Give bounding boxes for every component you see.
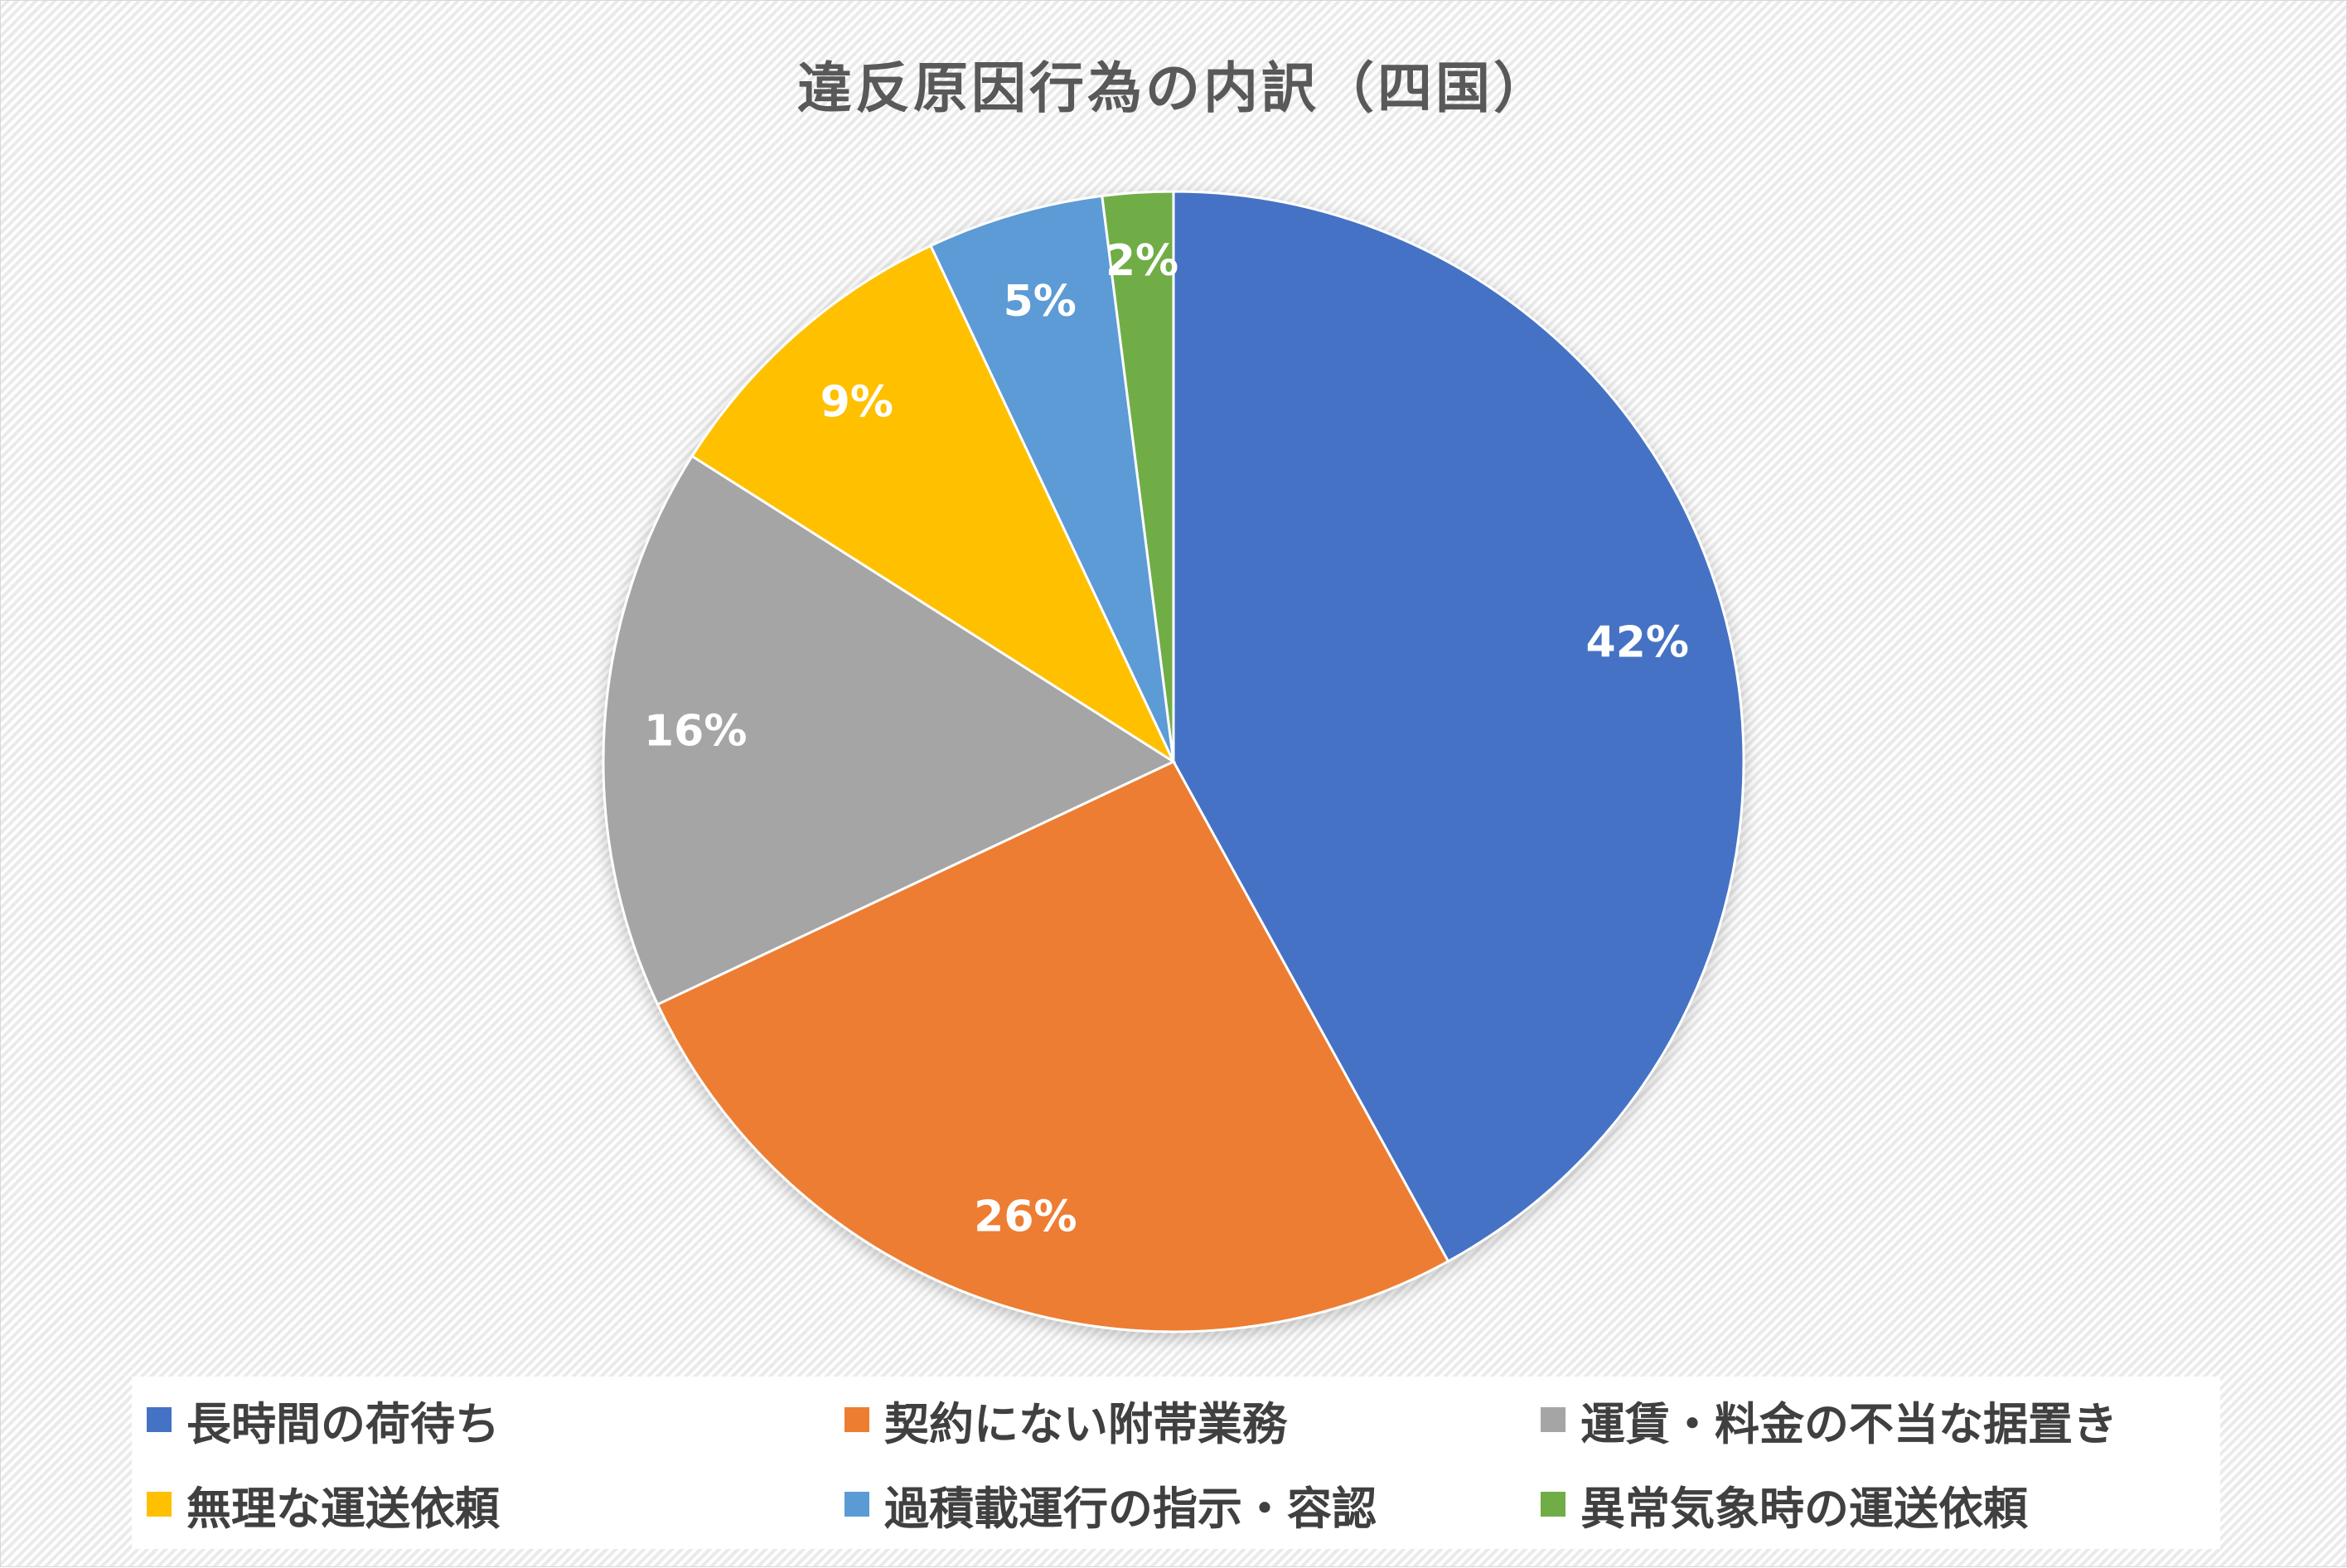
legend-swatch-5 xyxy=(1541,1492,1565,1517)
pie-slice-4 xyxy=(929,194,1175,762)
legend: 長時間の荷待ち 契約にない附帯業務 運賃・料金の不当な据置き 無理な運送依頼 過… xyxy=(132,1377,2220,1549)
data-label-3: 9% xyxy=(820,377,893,427)
data-label-1: 26% xyxy=(974,1193,1077,1242)
pie-slice-0 xyxy=(1172,190,1745,1263)
legend-label-1: 契約にない附帯業務 xyxy=(884,1397,1287,1450)
data-label-0: 42% xyxy=(1586,617,1689,667)
legend-swatch-2 xyxy=(1541,1407,1565,1432)
legend-label-4: 過積載運行の指示・容認 xyxy=(884,1482,1377,1535)
legend-item-0: 長時間の荷待ち xyxy=(147,1378,500,1461)
pie-slice-3 xyxy=(690,244,1177,766)
pie-slice-1 xyxy=(656,760,1450,1333)
chart-title: 違反原因行為の内訳（四国） xyxy=(797,56,1551,120)
legend-item-2: 運賃・料金の不当な据置き xyxy=(1541,1378,2117,1461)
legend-swatch-0 xyxy=(147,1407,172,1432)
legend-item-5: 異常気象時の運送依頼 xyxy=(1541,1463,2028,1546)
data-label-2: 16% xyxy=(644,707,747,757)
legend-label-3: 無理な運送依頼 xyxy=(186,1482,500,1535)
data-label-4: 5% xyxy=(1004,277,1077,327)
legend-item-1: 契約にない附帯業務 xyxy=(844,1378,1287,1461)
legend-item-3: 無理な運送依頼 xyxy=(147,1463,500,1546)
data-label-5: 2% xyxy=(1106,236,1178,286)
pie-slices xyxy=(602,190,1745,1333)
legend-item-4: 過積載運行の指示・容認 xyxy=(844,1463,1377,1546)
legend-swatch-4 xyxy=(844,1492,869,1517)
legend-label-2: 運賃・料金の不当な据置き xyxy=(1580,1397,2117,1450)
legend-swatch-1 xyxy=(844,1407,869,1432)
pie-slice-5 xyxy=(1101,190,1175,762)
legend-label-5: 異常気象時の運送依頼 xyxy=(1580,1482,2028,1535)
pie-data-labels: 42% 26% 16% 9% 5% 2% xyxy=(644,236,1689,1242)
pie-slice-2 xyxy=(602,454,1177,1006)
legend-swatch-3 xyxy=(147,1492,172,1517)
legend-label-0: 長時間の荷待ち xyxy=(186,1397,500,1450)
